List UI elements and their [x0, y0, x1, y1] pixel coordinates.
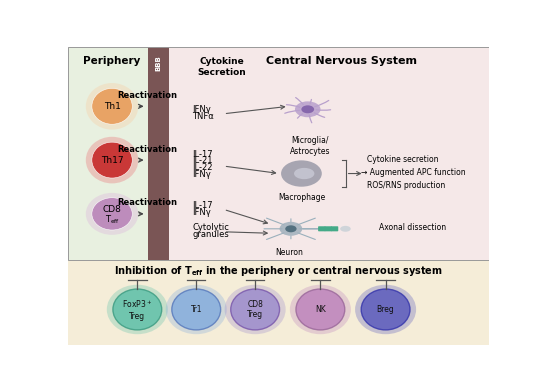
FancyBboxPatch shape: [318, 226, 326, 231]
Text: BBB: BBB: [155, 55, 161, 71]
Ellipse shape: [231, 289, 280, 330]
Text: Axonal dissection: Axonal dissection: [379, 223, 446, 232]
Ellipse shape: [280, 222, 302, 236]
Ellipse shape: [92, 142, 132, 178]
FancyBboxPatch shape: [68, 47, 148, 260]
Text: Neuron: Neuron: [275, 248, 303, 256]
Ellipse shape: [86, 83, 138, 130]
Text: Th1: Th1: [104, 102, 121, 111]
Text: Reactivation: Reactivation: [117, 198, 177, 207]
Text: Inhibition of T$_\mathregular{eff}$ in the periphery or central nervous system: Inhibition of T$_\mathregular{eff}$ in t…: [114, 264, 443, 278]
Ellipse shape: [113, 289, 162, 330]
Text: Central Nervous System: Central Nervous System: [266, 55, 417, 66]
Text: Cytolytic: Cytolytic: [192, 223, 229, 232]
Text: Macrophage: Macrophage: [278, 193, 325, 202]
Ellipse shape: [92, 198, 132, 230]
Ellipse shape: [166, 285, 227, 334]
Text: Microglia/
Astrocytes: Microglia/ Astrocytes: [289, 136, 330, 156]
Ellipse shape: [290, 285, 351, 334]
Text: NK: NK: [315, 305, 326, 314]
Ellipse shape: [172, 289, 220, 330]
Text: Reactivation: Reactivation: [117, 91, 177, 100]
FancyBboxPatch shape: [68, 260, 489, 345]
Text: Cytokine
Secretion: Cytokine Secretion: [197, 57, 246, 77]
Ellipse shape: [92, 88, 132, 124]
Text: ROS/RNS production: ROS/RNS production: [367, 181, 445, 190]
Text: IFNγ: IFNγ: [192, 105, 211, 114]
Ellipse shape: [86, 137, 138, 184]
Ellipse shape: [355, 285, 416, 334]
Text: IL-21: IL-21: [192, 156, 212, 166]
Text: granules: granules: [192, 230, 229, 239]
Ellipse shape: [296, 289, 345, 330]
Text: Cytokine secretion: Cytokine secretion: [367, 155, 438, 164]
Ellipse shape: [225, 285, 286, 334]
Text: Tr1: Tr1: [191, 305, 202, 314]
Ellipse shape: [295, 101, 320, 117]
Text: TNFα: TNFα: [192, 112, 214, 121]
FancyBboxPatch shape: [169, 47, 489, 260]
Text: IFNγ: IFNγ: [192, 208, 211, 217]
Text: CD8: CD8: [103, 205, 122, 214]
Ellipse shape: [301, 105, 314, 113]
Ellipse shape: [361, 289, 410, 330]
Text: Periphery: Periphery: [84, 55, 141, 66]
Text: IL-17: IL-17: [192, 201, 213, 210]
Ellipse shape: [86, 193, 138, 235]
Ellipse shape: [281, 160, 322, 187]
Ellipse shape: [107, 285, 168, 334]
Text: IL-22: IL-22: [192, 163, 212, 172]
FancyBboxPatch shape: [148, 47, 169, 260]
Ellipse shape: [340, 226, 351, 232]
Text: Th17: Th17: [101, 156, 123, 165]
Text: T$_\mathregular{eff}$: T$_\mathregular{eff}$: [104, 214, 119, 226]
Text: IL-17: IL-17: [192, 150, 213, 159]
Text: IFNγ: IFNγ: [192, 170, 211, 179]
Ellipse shape: [294, 168, 314, 179]
Text: Reactivation: Reactivation: [117, 144, 177, 154]
Text: CD8
Treg: CD8 Treg: [247, 300, 263, 319]
Ellipse shape: [285, 225, 296, 232]
FancyBboxPatch shape: [331, 226, 338, 231]
FancyBboxPatch shape: [325, 226, 332, 231]
Text: FoxP3$^+$
Treg: FoxP3$^+$ Treg: [122, 298, 153, 320]
Text: → Augmented APC function: → Augmented APC function: [361, 168, 466, 177]
Text: Breg: Breg: [377, 305, 394, 314]
